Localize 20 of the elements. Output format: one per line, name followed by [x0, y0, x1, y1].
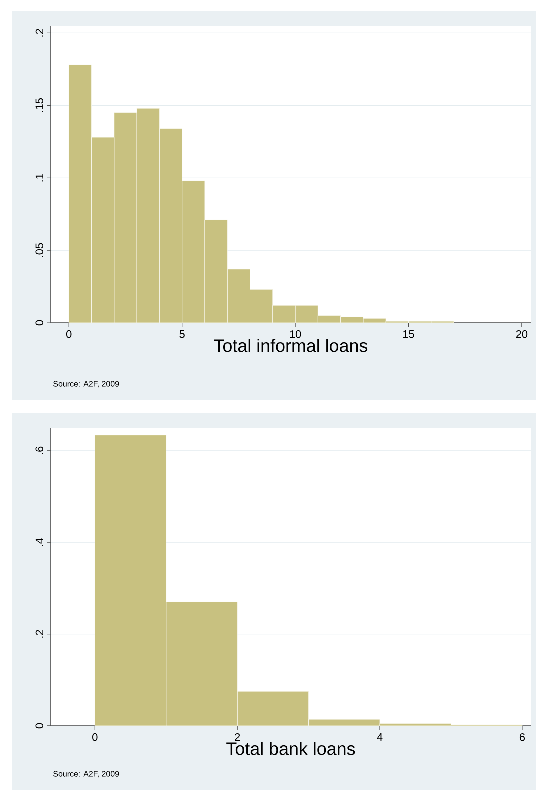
x-tick-label: 15: [403, 330, 414, 338]
x-tick-label: 10: [290, 330, 302, 338]
y-tick-label: 0: [36, 723, 44, 729]
y-tick-label: .2: [36, 29, 44, 37]
x-axis-title: Total informal loans: [214, 339, 368, 352]
y-tick-label: .6: [36, 446, 44, 454]
y-tick-label: .15: [36, 98, 44, 112]
x-tick-label: 0: [92, 734, 98, 742]
y-tick-label: .05: [36, 243, 44, 258]
y-tick-label: .2: [36, 630, 44, 638]
y-tick-label: .4: [36, 538, 44, 546]
x-axis-title: Total bank loans: [226, 742, 356, 756]
x-tick-label: 0: [66, 330, 72, 338]
y-tick-label: .1: [36, 174, 44, 182]
y-tick-label: 0: [36, 320, 44, 326]
x-tick-label: 5: [180, 330, 185, 338]
x-tick-label: 4: [377, 734, 383, 742]
x-tick-label: 2: [235, 734, 240, 742]
x-tick-label: 6: [520, 734, 526, 742]
x-tick-label: 20: [516, 330, 528, 338]
